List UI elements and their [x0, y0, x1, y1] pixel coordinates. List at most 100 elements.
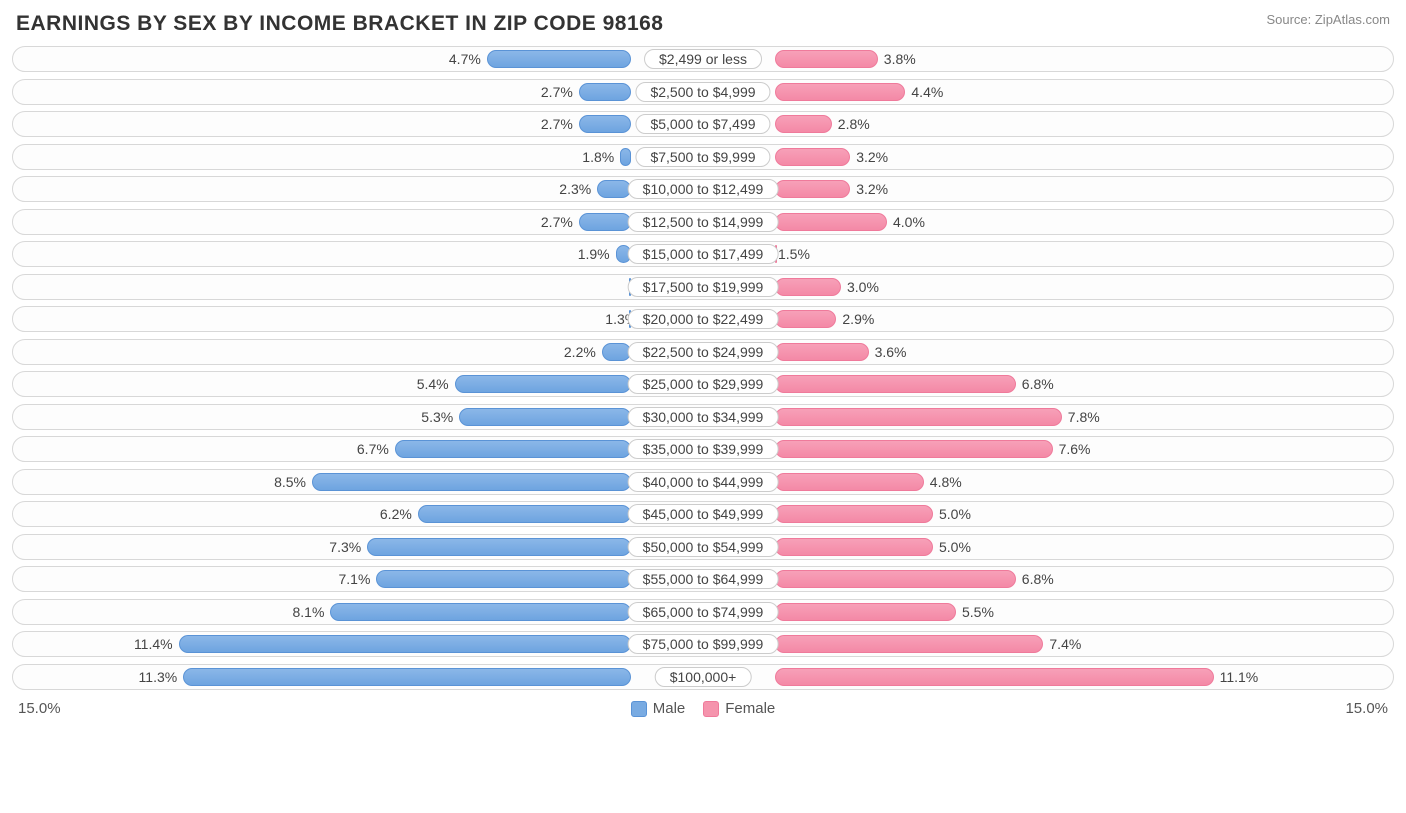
- bracket-label: $2,500 to $4,999: [635, 82, 770, 102]
- male-value-label: 11.3%: [139, 665, 178, 691]
- male-bar: [183, 668, 630, 686]
- bracket-label: $20,000 to $22,499: [628, 309, 779, 329]
- male-swatch-icon: [631, 701, 647, 717]
- male-bar: [602, 343, 631, 361]
- bracket-label: $12,500 to $14,999: [628, 212, 779, 232]
- male-value-label: 6.2%: [380, 502, 412, 528]
- female-bar: [775, 50, 877, 68]
- chart-row: 4.7%3.8%$2,499 or less: [12, 46, 1394, 72]
- female-value-label: 2.8%: [838, 112, 870, 138]
- female-bar: [775, 635, 1043, 653]
- male-bar: [620, 148, 630, 166]
- female-value-label: 2.9%: [842, 307, 874, 333]
- male-value-label: 2.7%: [541, 80, 573, 106]
- axis-max-left: 15.0%: [18, 700, 61, 717]
- female-bar: [775, 570, 1015, 588]
- female-value-label: 1.5%: [778, 242, 810, 268]
- female-bar: [775, 505, 933, 523]
- male-bar: [418, 505, 631, 523]
- bracket-label: $7,500 to $9,999: [635, 147, 770, 167]
- male-value-label: 1.9%: [578, 242, 610, 268]
- female-value-label: 7.6%: [1059, 437, 1091, 463]
- bracket-label: $35,000 to $39,999: [628, 439, 779, 459]
- chart-row: 1.9%1.5%$15,000 to $17,499: [12, 241, 1394, 267]
- male-bar: [312, 473, 631, 491]
- male-bar: [579, 213, 631, 231]
- female-bar: [775, 408, 1061, 426]
- axis-max-right: 15.0%: [1345, 700, 1388, 717]
- female-value-label: 7.8%: [1068, 405, 1100, 431]
- female-bar: [775, 278, 841, 296]
- chart-row: 2.2%3.6%$22,500 to $24,999: [12, 339, 1394, 365]
- male-bar: [487, 50, 631, 68]
- bracket-label: $30,000 to $34,999: [628, 407, 779, 427]
- chart-row: 7.1%6.8%$55,000 to $64,999: [12, 566, 1394, 592]
- male-value-label: 2.7%: [541, 112, 573, 138]
- bracket-label: $17,500 to $19,999: [628, 277, 779, 297]
- female-bar: [775, 180, 850, 198]
- chart-row: 2.7%2.8%$5,000 to $7,499: [12, 111, 1394, 137]
- female-value-label: 4.4%: [911, 80, 943, 106]
- chart-row: 5.3% 7.8% $30,000 to $34,999: [12, 404, 1394, 430]
- chart-row: 11.4%7.4%$75,000 to $99,999: [12, 631, 1394, 657]
- chart-source: Source: ZipAtlas.com: [1266, 12, 1390, 27]
- chart-row: 7.3%5.0%$50,000 to $54,999: [12, 534, 1394, 560]
- bracket-label: $45,000 to $49,999: [628, 504, 779, 524]
- legend-item-male: Male: [631, 700, 686, 717]
- chart-row: 5.4% 6.8% $25,000 to $29,999: [12, 371, 1394, 397]
- female-bar: [775, 473, 923, 491]
- chart-row: 2.7% 4.4% $2,500 to $4,999: [12, 79, 1394, 105]
- male-bar: [179, 635, 631, 653]
- chart-row: 8.5% 4.8% $40,000 to $44,999: [12, 469, 1394, 495]
- female-value-label: 3.2%: [856, 145, 888, 171]
- legend-female-label: Female: [725, 700, 775, 717]
- chart-row: 1.8%3.2%$7,500 to $9,999: [12, 144, 1394, 170]
- male-value-label: 4.7%: [449, 47, 481, 73]
- chart-row: 6.7% 7.6% $35,000 to $39,999: [12, 436, 1394, 462]
- male-value-label: 2.7%: [541, 210, 573, 236]
- male-bar: [597, 180, 630, 198]
- chart-row: 6.2%5.0%$45,000 to $49,999: [12, 501, 1394, 527]
- male-bar: [367, 538, 630, 556]
- female-value-label: 4.8%: [930, 470, 962, 496]
- bracket-label: $50,000 to $54,999: [628, 537, 779, 557]
- male-value-label: 2.2%: [564, 340, 596, 366]
- chart-row: 0.52%3.0%$17,500 to $19,999: [12, 274, 1394, 300]
- male-value-label: 5.3%: [421, 405, 453, 431]
- male-bar: [459, 408, 630, 426]
- chart-title: EARNINGS BY SEX BY INCOME BRACKET IN ZIP…: [16, 12, 663, 36]
- female-bar: [775, 310, 836, 328]
- male-value-label: 8.1%: [292, 600, 324, 626]
- male-bar: [579, 83, 631, 101]
- bracket-label: $25,000 to $29,999: [628, 374, 779, 394]
- female-value-label: 3.0%: [847, 275, 879, 301]
- bracket-label: $100,000+: [655, 667, 752, 687]
- female-bar: [775, 148, 850, 166]
- male-value-label: 2.3%: [559, 177, 591, 203]
- bracket-label: $2,499 or less: [644, 49, 762, 69]
- male-bar: [395, 440, 631, 458]
- male-value-label: 11.4%: [134, 632, 173, 658]
- male-bar: [376, 570, 630, 588]
- female-bar: [775, 538, 933, 556]
- bracket-label: $10,000 to $12,499: [628, 179, 779, 199]
- female-value-label: 6.8%: [1022, 372, 1054, 398]
- female-bar: [775, 440, 1052, 458]
- bracket-label: $55,000 to $64,999: [628, 569, 779, 589]
- female-bar: [775, 668, 1213, 686]
- chart-row: 2.7%4.0%$12,500 to $14,999: [12, 209, 1394, 235]
- chart-area: 4.7%3.8%$2,499 or less 2.7% 4.4% $2,500 to …: [12, 46, 1394, 690]
- female-bar: [775, 115, 831, 133]
- chart-row: 8.1%5.5%$65,000 to $74,999: [12, 599, 1394, 625]
- female-value-label: 11.1%: [1220, 665, 1259, 691]
- female-swatch-icon: [703, 701, 719, 717]
- male-value-label: 5.4%: [417, 372, 449, 398]
- female-bar: [775, 83, 905, 101]
- legend: Male Female: [631, 700, 776, 717]
- male-value-label: 6.7%: [357, 437, 389, 463]
- female-value-label: 3.6%: [875, 340, 907, 366]
- bracket-label: $40,000 to $44,999: [628, 472, 779, 492]
- male-value-label: 8.5%: [274, 470, 306, 496]
- male-bar: [455, 375, 631, 393]
- chart-header: EARNINGS BY SEX BY INCOME BRACKET IN ZIP…: [12, 12, 1394, 46]
